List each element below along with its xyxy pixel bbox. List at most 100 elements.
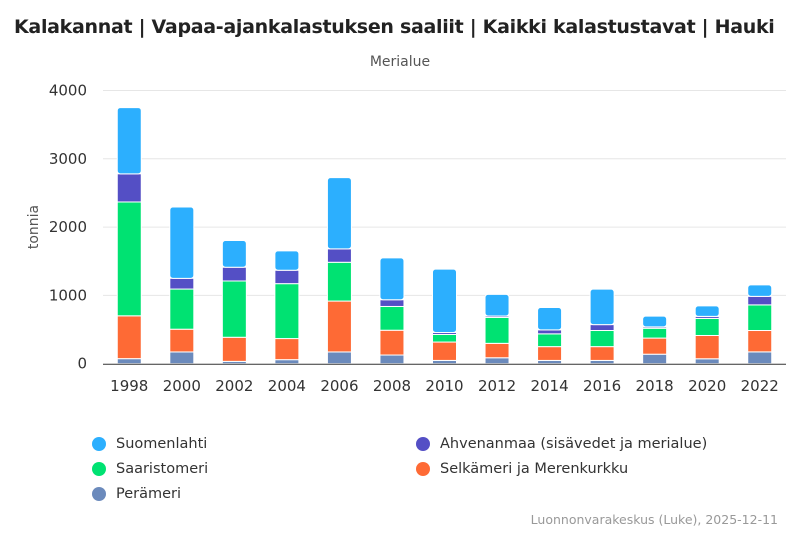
legend-label: Perämeri	[116, 486, 182, 502]
bar-segment[interactable]	[169, 277, 195, 290]
bar-segment[interactable]	[589, 330, 615, 348]
bar-segment[interactable]	[642, 337, 668, 355]
bar-segment[interactable]	[537, 307, 563, 331]
bar-segment[interactable]	[169, 206, 195, 279]
bar-segment[interactable]	[484, 357, 510, 365]
bar-segment[interactable]	[326, 351, 352, 365]
bar-segment[interactable]	[484, 293, 510, 317]
bar-segment[interactable]	[274, 283, 300, 340]
bar-segment[interactable]	[379, 329, 405, 356]
bar-stack-2004	[274, 250, 300, 365]
bar-stack-2006	[326, 177, 352, 365]
x-tick-label: 2018	[636, 377, 674, 395]
bar-segment[interactable]	[694, 305, 720, 317]
x-tick-label: 2000	[163, 377, 201, 395]
bar-segment[interactable]	[169, 351, 195, 365]
bar-segment[interactable]	[694, 358, 720, 365]
bar-segment[interactable]	[694, 317, 720, 336]
bar-stack-2018	[642, 315, 668, 365]
bar-segment[interactable]	[116, 358, 142, 365]
bar-segment[interactable]	[169, 328, 195, 353]
bar-segment[interactable]	[116, 173, 142, 203]
bar-segment[interactable]	[326, 248, 352, 263]
legend-symbol	[92, 487, 106, 501]
bar-segment[interactable]	[326, 300, 352, 353]
x-tick-label: 2010	[425, 377, 463, 395]
bar-segment[interactable]	[747, 330, 773, 353]
bar-segment[interactable]	[221, 239, 247, 268]
legend-label: Ahvenanmaa (sisävedet ja merialue)	[440, 436, 708, 452]
bar-segment[interactable]	[274, 269, 300, 285]
legend-item-perameri[interactable]: Perämeri	[92, 486, 181, 502]
bar-stack-2010	[432, 268, 457, 365]
bar-segment[interactable]	[116, 315, 142, 360]
bar-segment[interactable]	[221, 280, 247, 338]
legend-symbol	[92, 437, 106, 451]
bar-segment[interactable]	[747, 295, 773, 306]
bar-segment[interactable]	[379, 354, 405, 365]
bar-segment[interactable]	[642, 353, 668, 365]
bar-segment[interactable]	[379, 257, 405, 301]
bar-segment[interactable]	[484, 342, 510, 359]
bar-segment[interactable]	[274, 250, 300, 271]
bar-segment[interactable]	[379, 305, 405, 331]
bar-segment[interactable]	[432, 268, 457, 333]
legend-label: Suomenlahti	[116, 436, 208, 452]
bar-segment[interactable]	[169, 288, 195, 330]
legend-item-saaristomeri[interactable]: Saaristomeri	[92, 461, 208, 477]
bar-segment[interactable]	[694, 334, 720, 360]
bar-segment[interactable]	[221, 266, 247, 282]
bar-segment[interactable]	[116, 107, 142, 175]
bar-segment[interactable]	[747, 351, 773, 365]
legend-symbol	[416, 437, 430, 451]
plot-area: 0 1000 2000 3000 4000 tonnia 1998 2000 2002 2004 2…	[26, 82, 786, 395]
x-tick-label: 2014	[530, 377, 568, 395]
bar-segment[interactable]	[432, 341, 457, 361]
bar-segment[interactable]	[432, 333, 457, 343]
bar-segment[interactable]	[326, 261, 352, 302]
bar-segment[interactable]	[537, 346, 563, 361]
bar-segment[interactable]	[747, 304, 773, 332]
bar-segment[interactable]	[589, 346, 615, 361]
bar-stack-2008	[379, 257, 405, 365]
bar-segment[interactable]	[379, 299, 405, 307]
chart-subtitle: Merialue	[369, 54, 431, 70]
x-tick-label: 2012	[478, 377, 516, 395]
y-axis-label: tonnia	[26, 205, 42, 249]
legend-symbol	[416, 462, 430, 476]
x-tick-label: 2008	[373, 377, 411, 395]
legend-item-ahvenanmaa[interactable]: Ahvenanmaa (sisävedet ja merialue)	[416, 436, 707, 452]
bar-segment[interactable]	[274, 338, 300, 361]
bar-segment[interactable]	[589, 324, 615, 332]
legend-label: Selkämeri ja Merenkurkku	[440, 461, 629, 477]
bar-segment[interactable]	[589, 288, 615, 326]
x-tick-label: 2004	[268, 377, 306, 395]
legend-item-selkameri[interactable]: Selkämeri ja Merenkurkku	[416, 461, 628, 477]
bar-segment[interactable]	[537, 329, 563, 335]
bar-stack-2016	[589, 288, 615, 365]
bar-segment[interactable]	[274, 359, 300, 365]
bar-segment[interactable]	[642, 315, 668, 328]
legend-symbol	[92, 462, 106, 476]
bar-segment[interactable]	[484, 316, 510, 344]
y-tick-label: 3000	[49, 150, 87, 168]
bar-segment[interactable]	[747, 284, 773, 297]
x-tick-label: 2016	[583, 377, 621, 395]
legend-item-suomenlahti[interactable]: Suomenlahti	[92, 436, 207, 452]
bar-segment[interactable]	[642, 327, 668, 339]
bar-segment[interactable]	[537, 333, 563, 348]
x-tick-label: 2002	[215, 377, 253, 395]
credits[interactable]: Luonnonvarakeskus (Luke), 2025-12-11	[530, 512, 778, 527]
bar-segment[interactable]	[326, 177, 352, 250]
bar-stack-1998	[116, 107, 142, 365]
bar-segment[interactable]	[221, 336, 247, 362]
y-tick-label: 1000	[49, 286, 87, 304]
x-tick-label: 2006	[320, 377, 358, 395]
bar-segment[interactable]	[116, 201, 142, 317]
legend-label: Saaristomeri	[116, 461, 209, 477]
bar-stack-2000	[169, 206, 195, 365]
bar-stack-2014	[537, 307, 563, 365]
x-tick-label: 2022	[741, 377, 779, 395]
x-tick-label: 1998	[110, 377, 148, 395]
